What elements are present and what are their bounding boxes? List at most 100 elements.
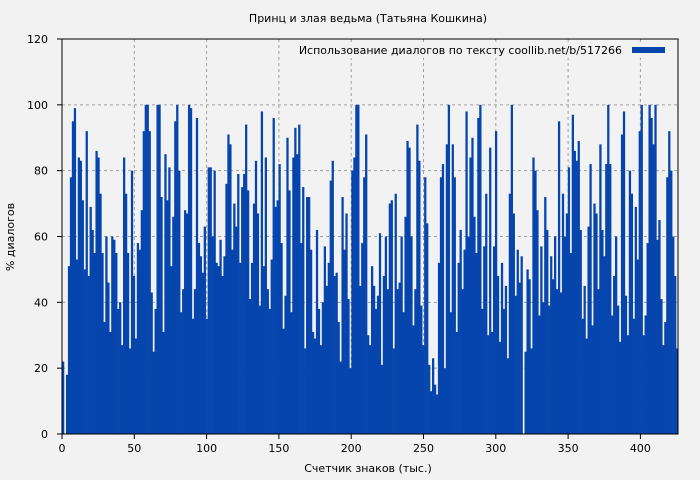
data-bar — [676, 348, 679, 434]
data-bar — [624, 295, 628, 434]
data-bar — [142, 131, 145, 435]
data-bar — [557, 121, 561, 434]
data-bar — [319, 345, 323, 435]
data-bar — [463, 249, 466, 434]
data-bar — [290, 312, 293, 434]
data-bar — [128, 348, 132, 434]
data-bar — [294, 127, 297, 435]
data-bar — [575, 160, 578, 435]
data-bar — [445, 144, 449, 434]
y-tick-label: 20 — [34, 362, 48, 375]
x-tick-label: 0 — [59, 442, 66, 455]
data-bar — [555, 289, 559, 434]
data-bar — [603, 256, 606, 434]
data-bar — [664, 322, 667, 434]
data-bar — [583, 285, 586, 435]
data-bar — [546, 229, 549, 434]
data-bar — [493, 246, 496, 435]
data-bar — [184, 210, 187, 434]
data-bar — [351, 170, 354, 435]
data-bar — [540, 246, 543, 435]
data-bar — [357, 104, 360, 434]
data-bar — [266, 289, 269, 434]
x-tick-label: 300 — [485, 442, 506, 455]
data-bar — [333, 276, 336, 434]
data-bar — [532, 157, 535, 434]
data-bar — [107, 282, 110, 434]
data-bar — [252, 203, 256, 434]
data-bar — [150, 292, 153, 434]
data-bar — [579, 229, 582, 434]
data-bar — [626, 335, 630, 434]
data-bar — [670, 170, 673, 435]
data-bar — [441, 164, 445, 434]
data-bar — [223, 256, 226, 434]
data-bar — [431, 358, 435, 434]
data-bar — [611, 315, 614, 434]
data-bar — [176, 104, 179, 434]
data-bar — [87, 276, 90, 434]
data-bar — [654, 104, 657, 434]
x-tick-label: 350 — [558, 442, 579, 455]
legend-swatch — [632, 47, 665, 53]
data-bar — [394, 193, 397, 434]
data-bar — [95, 150, 98, 435]
data-bar — [616, 305, 620, 435]
data-bar — [136, 243, 140, 434]
legend-label: Использование диалогов по тексту coollib… — [299, 44, 622, 57]
data-bar — [341, 197, 344, 434]
data-bar — [398, 282, 401, 434]
data-bar — [233, 203, 236, 434]
data-bar — [646, 243, 649, 434]
data-bar — [317, 308, 321, 434]
data-bar — [81, 200, 84, 434]
data-bar — [282, 328, 285, 434]
data-bar — [298, 124, 301, 434]
data-bar — [496, 276, 500, 434]
data-bar — [182, 289, 185, 434]
data-bar — [75, 259, 79, 434]
data-bar — [443, 368, 447, 434]
data-bar — [89, 206, 92, 434]
data-bar — [435, 394, 439, 434]
data-bar — [465, 111, 468, 435]
data-bar — [636, 259, 639, 434]
data-bar — [278, 164, 281, 434]
data-bar — [408, 147, 411, 435]
data-bar — [311, 331, 315, 434]
data-bar — [554, 236, 557, 434]
data-bar — [439, 177, 443, 434]
data-bar — [469, 157, 472, 434]
data-bar — [593, 203, 596, 434]
data-bar — [447, 104, 451, 434]
data-bar — [506, 358, 510, 434]
data-bar — [640, 104, 643, 434]
data-bar — [607, 104, 610, 434]
data-bar — [180, 312, 183, 434]
data-bar — [481, 308, 484, 434]
x-tick-label: 150 — [268, 442, 289, 455]
data-bar — [162, 331, 165, 434]
data-bar — [516, 249, 519, 434]
data-bar — [384, 236, 388, 434]
legend-background — [305, 42, 675, 58]
data-bar — [221, 276, 224, 434]
data-bar — [205, 318, 208, 434]
data-bar — [489, 147, 492, 435]
data-bar — [618, 341, 622, 434]
data-bar — [93, 252, 96, 434]
data-bar — [437, 262, 441, 434]
data-bar — [561, 193, 565, 434]
data-bar — [396, 289, 399, 434]
data-bar — [585, 338, 588, 434]
data-bar — [77, 157, 81, 434]
data-bar — [79, 160, 82, 435]
data-bar — [426, 223, 429, 434]
data-bar — [416, 124, 419, 434]
data-bar — [644, 315, 647, 434]
y-tick-label: 80 — [34, 165, 48, 178]
data-bar — [536, 210, 539, 434]
data-bar — [550, 256, 553, 434]
data-bar — [518, 282, 521, 434]
data-bar — [262, 266, 266, 435]
